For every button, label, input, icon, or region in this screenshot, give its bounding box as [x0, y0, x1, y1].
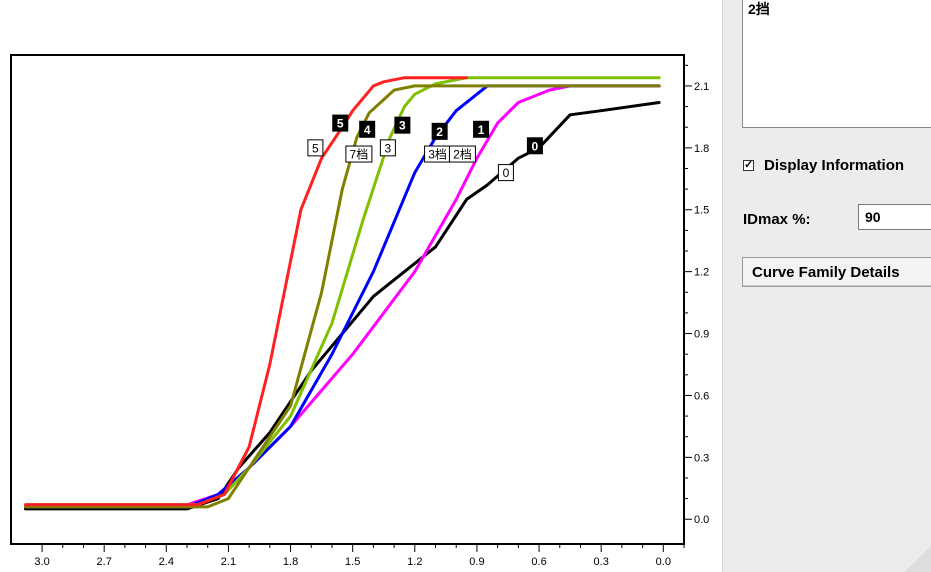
y-tick-label: 1.8 [694, 143, 709, 155]
y-tick-label: 0.3 [694, 452, 709, 464]
curve-label-dark: 4 [359, 120, 376, 138]
curve-label-text: 1 [478, 123, 485, 137]
y-tick-label: 1.5 [694, 205, 709, 217]
curve-label-dark: 5 [332, 114, 349, 132]
curve-label-light: 2档 [448, 145, 476, 163]
curve-label-text: 7档 [350, 148, 369, 162]
series-line-2 [24, 84, 661, 509]
chart-area: 3.0 2.7 2.4 2.1 1.8 1.5 1.2 0.9 0.6 0.3 0.0 0.0 0.3 0… [10, 54, 710, 568]
series-line-4 [24, 84, 661, 509]
curve-label-text: 5 [337, 117, 344, 131]
curve-label-text: 4 [364, 123, 371, 137]
curve-label-box [526, 137, 543, 155]
checkmark-icon: ✓ [744, 159, 754, 171]
x-tick-label: 2.7 [97, 556, 112, 568]
x-tick-label: 0.3 [594, 556, 609, 568]
y-tick-label: 2.1 [694, 81, 709, 93]
curve-label-light: 3档 [424, 145, 452, 163]
curve-label-dark: 2 [431, 122, 448, 140]
idmax-input[interactable] [858, 204, 931, 230]
curve-label-text: 3 [385, 141, 392, 155]
curve-family-details-button[interactable]: Curve Family Details [742, 257, 931, 287]
curve-label-text: 3档 [428, 148, 447, 162]
curve-label-box [473, 120, 490, 138]
x-tick-label: 0.9 [469, 556, 484, 568]
x-tick-label: 3.0 [34, 556, 49, 568]
x-tick-label: 1.5 [345, 556, 360, 568]
series-line-5 [24, 76, 469, 507]
curve-label-box [431, 122, 448, 140]
y-tick-label: 0.9 [694, 329, 709, 341]
curve-label-box [359, 120, 376, 138]
curve-label-light: 7档 [345, 145, 373, 163]
y-tick-label: 1.2 [694, 267, 709, 279]
curve-label-text: 5 [312, 141, 319, 155]
legend-panel: 2挡 [742, 0, 931, 128]
curve-label-text: 0 [503, 166, 510, 180]
resize-grip[interactable] [895, 542, 931, 572]
curve-family-chart: 3.0 2.7 2.4 2.1 1.8 1.5 1.2 0.9 0.6 0.3 0.0 0.0 0.3 0… [10, 54, 709, 568]
display-information-checkbox[interactable]: ✓ [743, 159, 754, 171]
x-tick-label: 0.0 [656, 556, 671, 568]
curve-label-box [394, 116, 411, 134]
plot-frame [10, 54, 685, 545]
x-tick-label: 2.4 [159, 556, 174, 568]
curve-label-box [497, 164, 514, 182]
display-information-label: Display Information [764, 157, 905, 174]
curve-label-light: 3 [379, 139, 396, 157]
curve-label-dark: 3 [394, 116, 411, 134]
x-tick-label: 1.8 [283, 556, 298, 568]
curve-label-dark: 0 [526, 137, 543, 155]
curve-label-dark: 1 [473, 120, 490, 138]
x-tick-label: 1.2 [407, 556, 422, 568]
curve-label-text: 2档 [453, 148, 472, 162]
curve-label-light: 0 [497, 164, 514, 182]
curve-label-box [345, 145, 373, 163]
legend-text: 2挡 [748, 1, 770, 17]
curve-label-box [379, 139, 396, 157]
curve-label-text: 3 [399, 119, 406, 133]
curve-label-text: 2 [436, 125, 443, 139]
curve-label-box [448, 145, 476, 163]
y-tick-label: 0.6 [694, 390, 709, 402]
curve-label-box [307, 139, 324, 157]
x-tick-label: 2.1 [221, 556, 236, 568]
display-information-row[interactable]: ✓ Display Information [743, 157, 904, 174]
curve-label-light: 5 [307, 139, 324, 157]
x-tick-label: 0.6 [531, 556, 546, 568]
curve-label-text: 0 [532, 139, 539, 153]
y-tick-label: 0.0 [694, 514, 709, 526]
idmax-label: IDmax %: [743, 211, 811, 228]
side-panel: 2挡 ✓ Display Information IDmax %: Curve … [722, 0, 931, 572]
curve-label-box [332, 114, 349, 132]
